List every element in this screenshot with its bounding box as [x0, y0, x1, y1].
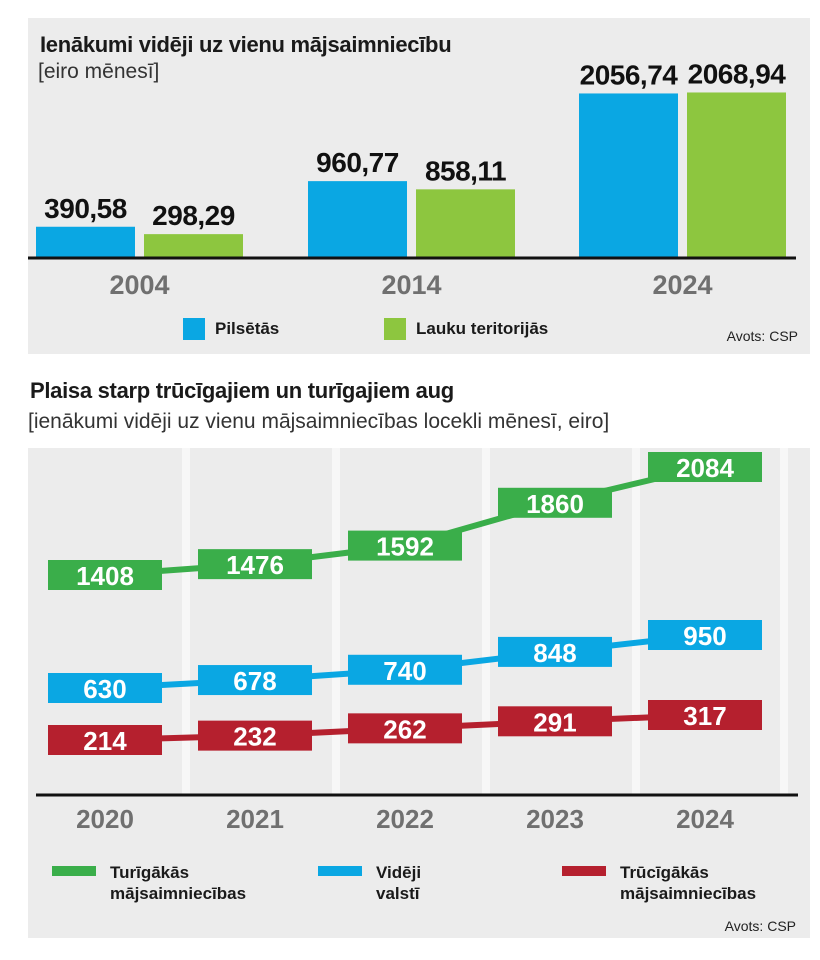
point-box-2-2024 — [648, 700, 762, 730]
point-label-1-2024: 950 — [683, 621, 726, 651]
grid-column-separator-4 — [632, 448, 640, 795]
line-chart-title: Plaisa starp trūcīgajiem un turīgajiem a… — [30, 378, 454, 403]
x-tick-label-2021: 2021 — [226, 804, 284, 834]
legend-swatch-green — [384, 318, 406, 340]
point-box-2-2020 — [48, 725, 162, 755]
point-box-2-2023 — [498, 706, 612, 737]
line-chart-svg: 1408 1476 1592 1860 2084 630 678 740 848 950 214 23… — [36, 448, 798, 834]
bar-label-2004-series-1: 298,29 — [152, 200, 235, 231]
bar-category-label-2014: 2014 — [381, 270, 441, 300]
point-label-0-2024: 2084 — [676, 453, 734, 483]
legend-pilsetas: Pilsētās — [183, 318, 279, 340]
point-label-1-2022: 740 — [383, 656, 426, 686]
x-tick-label-2022: 2022 — [376, 804, 434, 834]
point-box-1-2021 — [198, 665, 312, 696]
line-chart-subtitle: [ienākumi vidēji uz vienu mājsaimniecība… — [28, 410, 610, 433]
legend-trucigakas-line2: mājsaimniecības — [620, 884, 757, 903]
point-box-0-2024 — [648, 452, 762, 482]
point-label-0-2023: 1860 — [526, 489, 584, 519]
point-box-0-2023 — [498, 487, 612, 518]
bar-2014-series-0 — [308, 181, 407, 258]
legend-pilsetas-label: Pilsētās — [215, 319, 280, 338]
bar-label-2014-series-0: 960,77 — [316, 147, 399, 178]
legend-videji: Vidēji valstī — [318, 862, 421, 904]
legend-swatch-blue — [183, 318, 205, 340]
grid-column-separator-1 — [182, 448, 190, 795]
x-tick-label-2023: 2023 — [526, 804, 584, 834]
x-tick-label-2024: 2024 — [676, 804, 734, 834]
legend-videji-line2: valstī — [376, 884, 420, 903]
bar-chart-source: Avots: CSP — [726, 328, 798, 344]
point-label-2-2020: 214 — [83, 726, 127, 756]
legend-videji-line1: Vidēji — [376, 863, 422, 882]
bar-label-2024-series-0: 2056,74 — [580, 59, 679, 90]
legend-turigakas-label: Turīgākās mājsaimniecības — [110, 862, 246, 904]
point-label-1-2020: 630 — [83, 674, 126, 704]
point-label-2-2021: 232 — [233, 722, 276, 752]
legend-turigakas: Turīgākās mājsaimniecības — [52, 862, 246, 904]
point-label-0-2020: 1408 — [76, 561, 134, 591]
legend-trucigakas-label: Trūcīgākās mājsaimniecības — [620, 862, 756, 904]
line-chart-source: Avots: CSP — [724, 918, 796, 934]
bar-2024-series-0 — [579, 93, 678, 258]
bar-chart-title: Ienākumi vidēji uz vienu mājsaimniecību — [40, 32, 452, 57]
grid-column-separator-2 — [332, 448, 340, 795]
grid-column-separator-end — [780, 448, 788, 795]
legend-turigakas-line1: Turīgākās — [110, 863, 190, 882]
legend-line-green — [52, 866, 96, 876]
point-box-1-2020 — [48, 673, 162, 703]
bar-2014-series-1 — [416, 189, 515, 258]
legend-line-red — [562, 866, 606, 876]
legend-turigakas-line2: mājsaimniecības — [110, 884, 247, 903]
point-box-2-2022 — [348, 713, 462, 744]
bar-2004-series-0 — [36, 226, 135, 258]
point-box-1-2024 — [648, 620, 762, 650]
grid-column-separator-3 — [482, 448, 490, 795]
legend-lauku: Lauku teritorijās — [384, 318, 548, 340]
point-label-0-2021: 1476 — [226, 550, 284, 580]
point-box-0-2021 — [198, 549, 312, 580]
bar-chart-svg: 390,58 298,29 2004 960,77 858,11 2014 2056,74 2… — [28, 58, 796, 300]
point-box-1-2023 — [498, 636, 612, 667]
point-label-0-2022: 1592 — [376, 532, 434, 562]
legend-videji-label: Vidēji valstī — [376, 862, 421, 904]
bar-label-2004-series-0: 390,58 — [44, 193, 127, 224]
point-label-2-2023: 291 — [533, 707, 576, 737]
bar-category-label-2024: 2024 — [652, 270, 712, 300]
bar-2024-series-1 — [687, 92, 786, 258]
point-box-0-2020 — [48, 560, 162, 590]
x-tick-label-2020: 2020 — [76, 804, 134, 834]
legend-line-blue — [318, 866, 362, 876]
bar-category-label-2004: 2004 — [109, 270, 169, 300]
income-gap-line-chart-panel: 1408 1476 1592 1860 2084 630 678 740 848 950 214 23… — [28, 448, 810, 938]
bar-2004-series-1 — [144, 234, 243, 258]
bar-label-2024-series-1: 2068,94 — [688, 58, 787, 89]
bar-label-2014-series-1: 858,11 — [425, 155, 506, 186]
bar-chart-subtitle: [eiro mēnesī] — [38, 60, 160, 83]
point-label-1-2023: 848 — [533, 638, 576, 668]
point-label-2-2024: 317 — [683, 701, 726, 731]
legend-trucigakas: Trūcīgākās mājsaimniecības — [562, 862, 756, 904]
legend-trucigakas-line1: Trūcīgākās — [620, 863, 709, 882]
income-bar-chart-panel: Ienākumi vidēji uz vienu mājsaimniecību … — [28, 18, 810, 354]
point-box-2-2021 — [198, 720, 312, 751]
legend-lauku-label: Lauku teritorijās — [416, 319, 549, 338]
point-box-1-2022 — [348, 654, 462, 685]
point-box-0-2022 — [348, 530, 462, 561]
point-label-1-2021: 678 — [233, 666, 276, 696]
point-label-2-2022: 262 — [383, 714, 426, 744]
